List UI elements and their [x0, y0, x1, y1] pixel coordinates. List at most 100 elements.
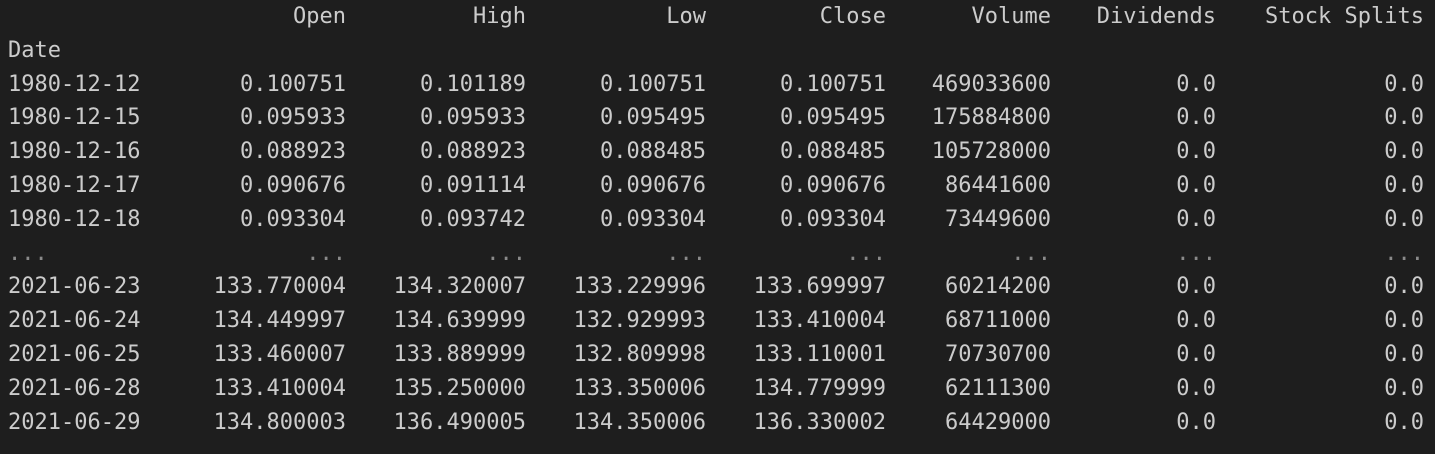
cell-stock-splits: 0.0: [1384, 341, 1424, 367]
cell-high: 136.490005: [393, 409, 526, 435]
row-date: 2021-06-24: [8, 308, 141, 334]
column-header-row: Open High Low Close Volume Dividends Sto…: [8, 0, 1424, 34]
column-header-open: Open: [293, 4, 346, 29]
cell-stock-splits: 0.0: [1384, 206, 1424, 232]
cell-open: 0.088923: [240, 139, 346, 165]
cell-high: 135.250000: [393, 375, 526, 401]
cell-volume: 60214200: [945, 274, 1051, 300]
column-header-close: Close: [819, 4, 886, 29]
row-date: 1980-12-15: [8, 105, 141, 131]
cell-close: 0.093304: [780, 206, 886, 232]
cell-close: 133.699997: [753, 274, 886, 300]
cell-volume: 469033600: [931, 71, 1051, 97]
table-row: 2021-06-28 133.410004 135.250000 133.350006…: [8, 372, 1424, 406]
cell-volume: 70730700: [945, 341, 1051, 367]
ellipsis-cell: ...: [666, 240, 706, 266]
table-row: 1980-12-12 0.100751 0.101189 0.100751 0.1007…: [8, 68, 1424, 102]
cell-low: 0.100751: [600, 71, 706, 97]
cell-dividends: 0.0: [1176, 206, 1216, 232]
cell-open: 0.090676: [240, 172, 346, 198]
ellipsis-cell: ...: [486, 240, 526, 266]
cell-open: 133.460007: [213, 341, 346, 367]
cell-dividends: 0.0: [1176, 375, 1216, 401]
cell-high: 0.093742: [420, 206, 526, 232]
cell-volume: 68711000: [945, 308, 1051, 334]
cell-close: 133.410004: [753, 308, 886, 334]
cell-dividends: 0.0: [1176, 172, 1216, 198]
table-row: 2021-06-24 134.449997 134.639999 132.929993…: [8, 304, 1424, 338]
ellipsis-cell: ...: [8, 240, 48, 266]
row-date: 2021-06-25: [8, 341, 141, 367]
cell-stock-splits: 0.0: [1384, 139, 1424, 165]
row-date: 1980-12-16: [8, 139, 141, 165]
ellipsis-cell: ...: [1176, 240, 1216, 266]
cell-stock-splits: 0.0: [1384, 308, 1424, 334]
ellipsis-row: ........................: [8, 237, 1424, 271]
table-row: 2021-06-25 133.460007 133.889999 132.809998…: [8, 338, 1424, 372]
index-header-spacer: [8, 0, 168, 34]
cell-high: 0.095933: [420, 105, 526, 131]
cell-open: 133.410004: [213, 375, 346, 401]
column-header-low: Low: [666, 4, 706, 29]
ellipsis-cell: ...: [1384, 240, 1424, 266]
cell-high: 0.101189: [420, 71, 526, 97]
column-header-volume: Volume: [971, 4, 1051, 29]
table-row: 1980-12-15 0.095933 0.095933 0.095495 0.0954…: [8, 101, 1424, 135]
cell-high: 133.889999: [393, 341, 526, 367]
cell-stock-splits: 0.0: [1384, 375, 1424, 401]
cell-stock-splits: 0.0: [1384, 105, 1424, 131]
table-row: 2021-06-29 134.800003 136.490005 134.350006…: [8, 406, 1424, 440]
row-date: 1980-12-18: [8, 206, 141, 232]
cell-open: 134.449997: [213, 308, 346, 334]
cell-open: 0.100751: [240, 71, 346, 97]
table-row: 1980-12-17 0.090676 0.091114 0.090676 0.0906…: [8, 169, 1424, 203]
cell-close: 136.330002: [753, 409, 886, 435]
table-row: 1980-12-18 0.093304 0.093742 0.093304 0.0933…: [8, 203, 1424, 237]
cell-volume: 64429000: [945, 409, 1051, 435]
cell-dividends: 0.0: [1176, 274, 1216, 300]
cell-stock-splits: 0.0: [1384, 274, 1424, 300]
row-date: 1980-12-12: [8, 71, 141, 97]
index-name-label: Date: [8, 37, 61, 63]
cell-dividends: 0.0: [1176, 341, 1216, 367]
cell-dividends: 0.0: [1176, 308, 1216, 334]
cell-dividends: 0.0: [1176, 71, 1216, 97]
cell-low: 132.929993: [573, 308, 706, 334]
cell-open: 0.095933: [240, 105, 346, 131]
cell-close: 0.090676: [780, 172, 886, 198]
column-header-dividends: Dividends: [1096, 4, 1216, 29]
row-date: 2021-06-28: [8, 375, 141, 401]
cell-low: 133.350006: [573, 375, 706, 401]
dataframe-rows: 1980-12-12 0.100751 0.101189 0.100751 0.1007…: [8, 68, 1424, 440]
cell-close: 134.779999: [753, 375, 886, 401]
row-date: 2021-06-29: [8, 409, 141, 435]
cell-high: 134.639999: [393, 308, 526, 334]
column-header-stock-splits: Stock Splits: [1265, 4, 1424, 29]
ellipsis-cell: ...: [306, 240, 346, 266]
cell-close: 0.095495: [780, 105, 886, 131]
cell-stock-splits: 0.0: [1384, 71, 1424, 97]
cell-volume: 73449600: [945, 206, 1051, 232]
dataframe-output: Open High Low Close Volume Dividends Sto…: [8, 0, 1424, 439]
cell-close: 0.100751: [780, 71, 886, 97]
cell-open: 134.800003: [213, 409, 346, 435]
cell-low: 0.093304: [600, 206, 706, 232]
cell-low: 134.350006: [573, 409, 706, 435]
cell-dividends: 0.0: [1176, 409, 1216, 435]
cell-volume: 86441600: [945, 172, 1051, 198]
cell-stock-splits: 0.0: [1384, 172, 1424, 198]
cell-high: 134.320007: [393, 274, 526, 300]
cell-stock-splits: 0.0: [1384, 409, 1424, 435]
cell-low: 0.095495: [600, 105, 706, 131]
column-header-high: High: [473, 4, 526, 29]
table-row: 1980-12-16 0.088923 0.088923 0.088485 0.0884…: [8, 135, 1424, 169]
cell-open: 133.770004: [213, 274, 346, 300]
ellipsis-cell: ...: [1011, 240, 1051, 266]
cell-volume: 175884800: [931, 105, 1051, 131]
cell-low: 0.088485: [600, 139, 706, 165]
cell-dividends: 0.0: [1176, 139, 1216, 165]
index-name-row: Date: [8, 34, 1424, 68]
cell-low: 132.809998: [573, 341, 706, 367]
cell-high: 0.091114: [420, 172, 526, 198]
